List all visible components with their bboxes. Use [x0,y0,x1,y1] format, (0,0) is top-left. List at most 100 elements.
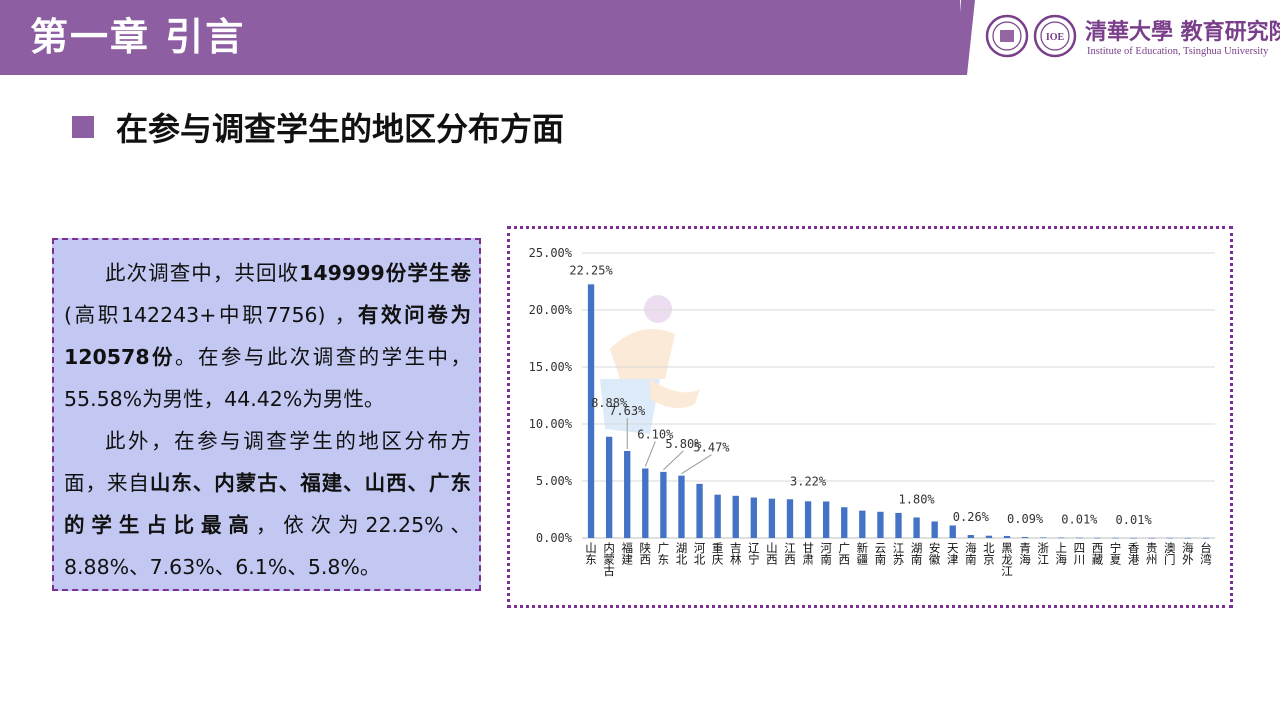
bar-重庆 [714,494,721,538]
x-category-label: 湖北 [676,541,688,567]
x-category-label: 贵州 [1146,541,1158,567]
data-label: 3.22% [790,474,827,488]
x-category-label: 河北 [694,541,706,567]
bar-西藏 [1094,537,1101,539]
x-category-label: 辽宁 [748,541,760,567]
x-category-label: 黑龙江 [1001,541,1013,578]
bar-新疆 [859,510,866,538]
text-run-bold: 山东、内蒙古、福建、山西、广东的学生占比最高 [64,471,472,537]
ioe-seal-icon: IOE [1033,14,1077,58]
bar-江苏 [895,512,902,538]
x-category-label: 北京 [983,541,995,567]
data-label: 5.47% [693,441,730,455]
bar-天津 [949,525,956,538]
x-category-label: 安徽 [929,541,941,567]
y-tick-label: 0.00% [536,531,573,545]
data-label: 0.01% [1116,513,1153,527]
data-label-leader [644,441,656,467]
bar-山西 [768,498,776,538]
x-category-label: 福建 [621,541,633,567]
bar-chart-svg: 0.00% 5.00% 10.00% 15.00% 20.00% 25.00% 22.25… [529,246,1215,578]
bar-河北 [696,483,703,538]
x-category-label: 云南 [875,541,887,567]
bar-江西 [786,499,794,538]
x-category-label: 吉林 [730,541,742,567]
x-category-label: 江西 [784,541,796,567]
bar-四川 [1076,537,1083,539]
x-category-label: 陕西 [640,541,652,567]
header-bar [0,0,960,75]
x-category-label: 四川 [1074,541,1086,567]
x-category-label: 海南 [965,541,977,567]
bar-宁夏 [1112,537,1119,539]
bar-台湾 [1202,537,1210,539]
data-label: 0.09% [1007,512,1044,526]
bar-安徽 [931,521,938,538]
bar-上海 [1058,537,1065,539]
ioe-seal-text: IOE [1046,32,1065,43]
bar-内蒙古 [605,436,613,538]
x-category-label: 西藏 [1092,541,1104,567]
x-category-label: 山东 [585,541,597,567]
x-category-label: 江苏 [893,541,905,567]
x-category-label: 浙江 [1037,541,1049,567]
text-run: 。在参与此次调查的学生中，55.58%为男性，44.42%为男性。 [64,345,471,411]
text-run: (高职142243+中职7756) ， [64,303,358,327]
y-tick-label: 15.00% [529,360,573,374]
data-label: 1.80% [899,492,936,506]
x-category-label: 广东 [658,541,670,567]
text-run: ，依次为22.25%、8.88%、7.63%、6.1%、5.8%。 [64,513,472,579]
data-label: 6.10% [637,427,674,441]
chapter-title: 第一章 引言 [30,15,246,59]
bar-云南 [877,511,884,538]
y-axis-ticks: 0.00% 5.00% 10.00% 15.00% 20.00% 25.00% [529,246,573,545]
data-label: 5.80% [665,437,702,451]
x-category-label: 山西 [766,541,778,567]
y-tick-label: 10.00% [529,417,573,431]
bar-海南 [967,535,975,538]
bar-浙江 [1040,537,1047,539]
bar-陕西 [642,468,649,538]
bar-河南 [822,501,830,538]
bar-湖北 [678,475,685,538]
x-category-label: 重庆 [712,541,724,567]
text-run: 此次调查中，共回收 [105,261,300,285]
x-category-label: 甘肃 [802,541,814,567]
x-axis-categories: 山东内蒙古福建陕西广东湖北河北重庆吉林辽宁山西江西甘肃河南广西新疆云南江苏湖南安… [585,541,1212,578]
y-tick-label: 20.00% [529,303,573,317]
bar-广西 [841,507,848,538]
data-label: 7.63% [609,404,646,418]
y-tick-label: 25.00% [529,246,573,260]
bar-山东 [587,284,595,538]
bar-甘肃 [804,501,812,538]
header-banner: 第一章 引言 IOE 清華大學 教育研究院 Institute of Educa… [0,0,1280,75]
bar-北京 [985,535,993,538]
chart-bars [587,284,1210,539]
x-category-label: 天津 [947,541,959,567]
logo-text-cn: 清華大學 教育研究院 [1085,19,1280,45]
x-category-label: 台湾 [1200,541,1212,567]
data-label: 22.25% [569,263,613,277]
x-category-label: 河南 [820,541,832,567]
data-label: 8.88% [591,396,628,410]
x-category-label: 香港 [1128,541,1140,567]
chart-data-labels: 22.25% 8.88%7.63% 6.10%5.80%5.47% 3.22% 1.80… [569,263,1152,527]
x-category-label: 海外 [1182,541,1194,567]
summary-paragraph-1: 此次调查中，共回收149999份学生卷 (高职142243+中职7756) ，有效… [64,252,471,420]
data-label-leader [663,450,684,471]
text-run: 此外，在参与调查学生的地区分布方面，来自 [64,429,471,495]
bar-吉林 [732,495,739,538]
bar-辽宁 [750,497,757,538]
text-run-bold: 有效问卷为120578份 [64,303,471,369]
tsinghua-seal-icon [985,14,1029,58]
region-distribution-chart: 0.00% 5.00% 10.00% 15.00% 20.00% 25.00% 22.25… [507,226,1233,608]
data-label-leader [681,454,712,475]
section-bullet [72,116,94,138]
x-category-label: 上海 [1056,541,1068,567]
x-category-label: 澳门 [1164,541,1176,567]
section-title: 在参与调查学生的地区分布方面 [116,110,565,148]
bar-海外 [1184,537,1192,539]
data-label: 0.26% [953,510,990,524]
bar-贵州 [1148,537,1155,539]
x-category-label: 新疆 [857,541,869,567]
